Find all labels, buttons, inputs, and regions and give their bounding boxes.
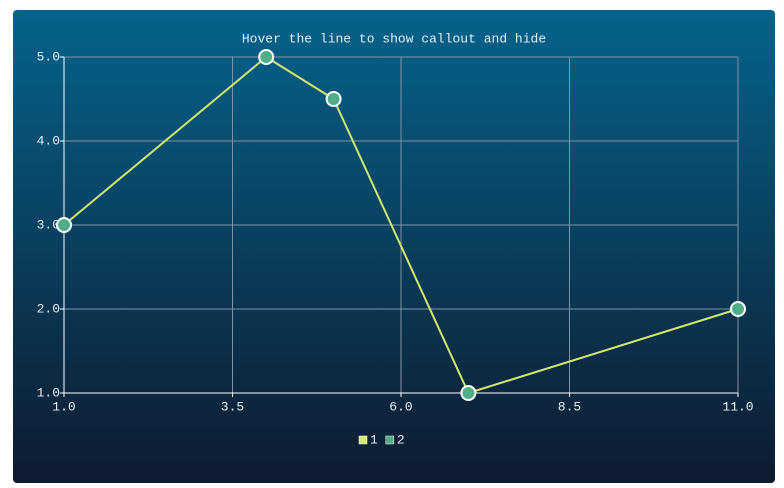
chart-panel bbox=[13, 10, 775, 483]
chart-title: Hover the line to show callout and hide bbox=[242, 31, 546, 46]
point bbox=[258, 49, 275, 65]
y-tick-label: 2.0 bbox=[37, 301, 60, 316]
y-tick-label: 1.0 bbox=[37, 385, 60, 400]
x-tick-label: 1.0 bbox=[52, 399, 75, 414]
y-tick-label: 5.0 bbox=[37, 49, 60, 64]
legend-swatch bbox=[358, 435, 368, 445]
point bbox=[325, 91, 342, 107]
x-tick-label: 6.0 bbox=[389, 399, 412, 414]
y-tick-label: 3.0 bbox=[37, 217, 60, 232]
legend-label: 2 bbox=[397, 432, 405, 447]
legend-label: 1 bbox=[370, 432, 378, 447]
point bbox=[460, 385, 477, 401]
x-tick-label: 8.5 bbox=[558, 399, 581, 414]
x-tick-label: 11.0 bbox=[722, 399, 753, 414]
x-tick-label: 3.5 bbox=[221, 399, 244, 414]
legend-swatch bbox=[385, 435, 395, 445]
point bbox=[730, 301, 746, 317]
y-tick-label: 4.0 bbox=[37, 133, 60, 148]
point bbox=[56, 217, 72, 233]
